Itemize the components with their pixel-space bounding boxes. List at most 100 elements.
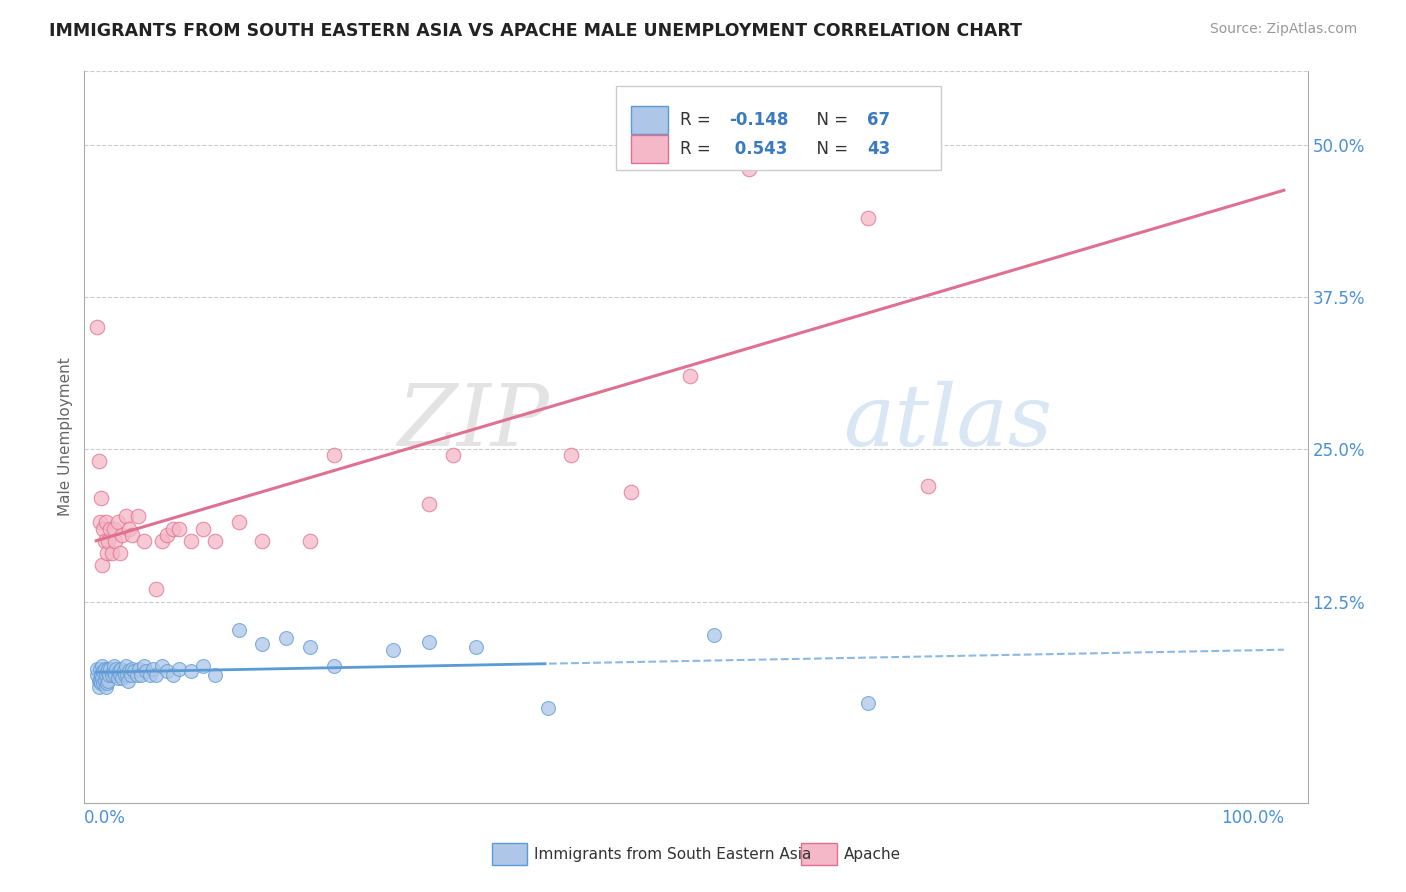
Point <box>90 491 112 505</box>
Point <box>679 369 702 384</box>
Point <box>94 516 117 530</box>
Text: IMMIGRANTS FROM SOUTH EASTERN ASIA VS APACHE MALE UNEMPLOYMENT CORRELATION CHART: IMMIGRANTS FROM SOUTH EASTERN ASIA VS AP… <box>49 22 1022 40</box>
Point <box>107 664 129 678</box>
Point <box>97 533 120 548</box>
Point <box>162 521 184 535</box>
Point <box>89 516 111 530</box>
Point <box>145 582 167 597</box>
Point <box>114 667 136 681</box>
Point <box>87 454 110 468</box>
Text: Apache: Apache <box>844 847 901 862</box>
Text: 0.543: 0.543 <box>728 140 787 158</box>
Point <box>93 662 115 676</box>
Point <box>298 640 321 654</box>
Point <box>169 662 191 676</box>
Point <box>536 700 558 714</box>
Point <box>228 516 250 530</box>
Point <box>122 664 145 678</box>
Point <box>108 546 131 560</box>
Point <box>128 662 150 676</box>
Point <box>138 667 160 681</box>
Point <box>111 527 134 541</box>
Point <box>93 664 115 678</box>
Point <box>703 627 725 641</box>
Point <box>917 479 939 493</box>
Point <box>150 533 173 548</box>
Point <box>90 667 112 681</box>
Point <box>150 659 173 673</box>
Point <box>103 521 125 535</box>
Text: 67: 67 <box>868 111 890 128</box>
Text: atlas: atlas <box>842 381 1052 464</box>
Point <box>112 664 135 678</box>
Point <box>180 664 202 678</box>
Point <box>100 662 122 676</box>
Point <box>441 448 464 462</box>
Point <box>465 640 488 654</box>
Point <box>191 659 214 673</box>
Point <box>180 533 202 548</box>
Text: 0.0%: 0.0% <box>84 809 127 827</box>
Point <box>90 676 112 690</box>
Point <box>125 667 148 681</box>
Point <box>105 662 128 676</box>
Point <box>135 664 157 678</box>
Point <box>107 516 129 530</box>
Point <box>87 673 110 688</box>
Point <box>111 672 134 686</box>
Point <box>110 662 132 676</box>
Point <box>115 509 138 524</box>
Point <box>131 667 153 681</box>
Text: 43: 43 <box>868 140 890 158</box>
Point <box>276 632 298 646</box>
Point <box>127 509 149 524</box>
Bar <box>631 136 668 163</box>
Point <box>142 662 165 676</box>
Point <box>118 521 141 535</box>
Point <box>96 546 118 560</box>
Text: 100.0%: 100.0% <box>1220 809 1284 827</box>
Point <box>86 662 108 676</box>
Point <box>162 667 184 681</box>
Point <box>118 664 141 678</box>
Point <box>204 533 226 548</box>
Text: N =: N = <box>806 111 853 128</box>
Point <box>856 696 879 710</box>
Point <box>86 320 108 334</box>
Point <box>97 673 120 688</box>
Point <box>101 664 124 678</box>
Point <box>738 161 761 176</box>
Point <box>94 667 117 681</box>
Point <box>145 667 167 681</box>
Text: R =: R = <box>681 140 716 158</box>
Point <box>97 662 120 676</box>
Point <box>418 497 440 511</box>
Point <box>104 667 127 681</box>
Point <box>98 667 121 681</box>
Bar <box>631 106 668 134</box>
Point <box>87 680 110 694</box>
Point <box>132 533 155 548</box>
Point <box>132 659 155 673</box>
Point <box>93 673 115 688</box>
Text: R =: R = <box>681 111 716 128</box>
Point <box>115 659 138 673</box>
Point <box>418 635 440 649</box>
Point <box>91 672 114 686</box>
Point <box>104 533 127 548</box>
Point <box>86 667 108 681</box>
Point <box>560 448 582 462</box>
Text: N =: N = <box>806 140 853 158</box>
Point <box>252 637 274 651</box>
Point <box>100 521 122 535</box>
FancyBboxPatch shape <box>616 86 941 170</box>
Point <box>121 662 143 676</box>
Point <box>156 664 179 678</box>
Point <box>382 643 405 657</box>
Text: Immigrants from South Eastern Asia: Immigrants from South Eastern Asia <box>534 847 811 862</box>
Point <box>96 676 118 690</box>
Point <box>89 673 111 688</box>
Point <box>103 659 125 673</box>
Point <box>856 211 879 225</box>
Point <box>120 667 142 681</box>
